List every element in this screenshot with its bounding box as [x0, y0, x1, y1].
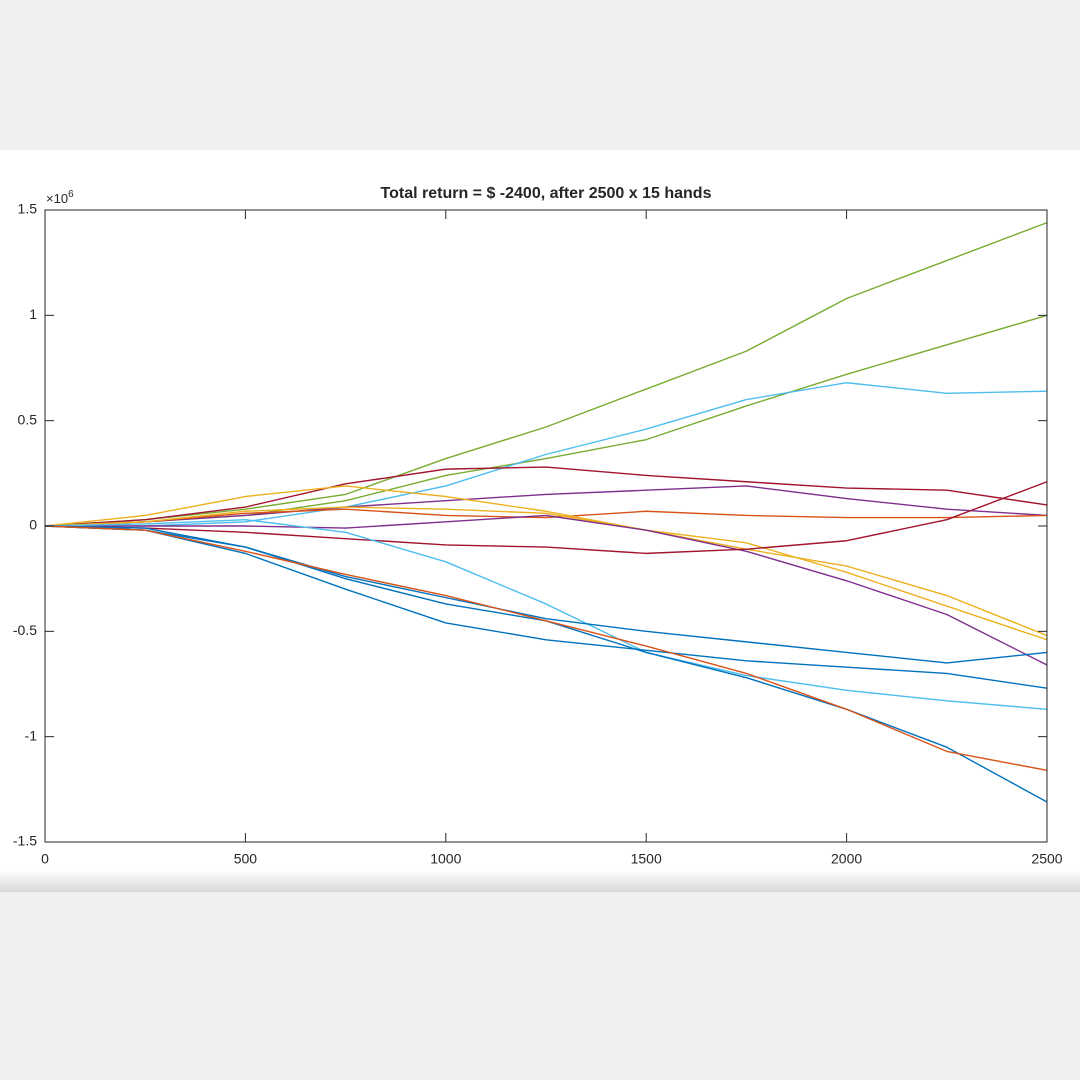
- x-tick-label: 1000: [430, 851, 461, 867]
- x-tick-label: 2000: [831, 851, 862, 867]
- series-line: [44, 221, 1048, 527]
- y-tick-label: 0: [29, 517, 37, 533]
- multiplier-base: ×10: [46, 191, 68, 206]
- y-tick-label: 1: [29, 306, 37, 322]
- series-line: [44, 506, 1048, 641]
- y-tick-label: 0.5: [18, 411, 38, 427]
- series-line: [44, 466, 1048, 527]
- y-tick-label: -0.5: [13, 622, 37, 638]
- x-tick-label: 0: [41, 851, 49, 867]
- series-line: [44, 525, 1048, 689]
- series-line: [44, 518, 1048, 710]
- multiplier-power: 6: [68, 189, 74, 200]
- y-tick-label: -1.5: [13, 833, 37, 849]
- figure-edge: [0, 870, 1080, 892]
- y-tick-label: -1: [25, 727, 38, 743]
- y-multiplier: ×106: [46, 189, 74, 207]
- series-line: [45, 382, 1048, 527]
- x-tick-label: 2500: [1031, 851, 1062, 867]
- series-line: [44, 485, 1048, 527]
- chart-title: Total return = $ -2400, after 2500 x 15 …: [381, 185, 712, 202]
- series-line: [44, 481, 1048, 555]
- x-tick-label: 500: [234, 851, 258, 867]
- x-tick-label: 1500: [631, 851, 662, 867]
- y-tick-label: 1.5: [18, 201, 38, 217]
- series-line: [45, 514, 1048, 666]
- series-line: [44, 525, 1048, 772]
- series-line: [44, 485, 1048, 637]
- series-line: [44, 508, 1048, 527]
